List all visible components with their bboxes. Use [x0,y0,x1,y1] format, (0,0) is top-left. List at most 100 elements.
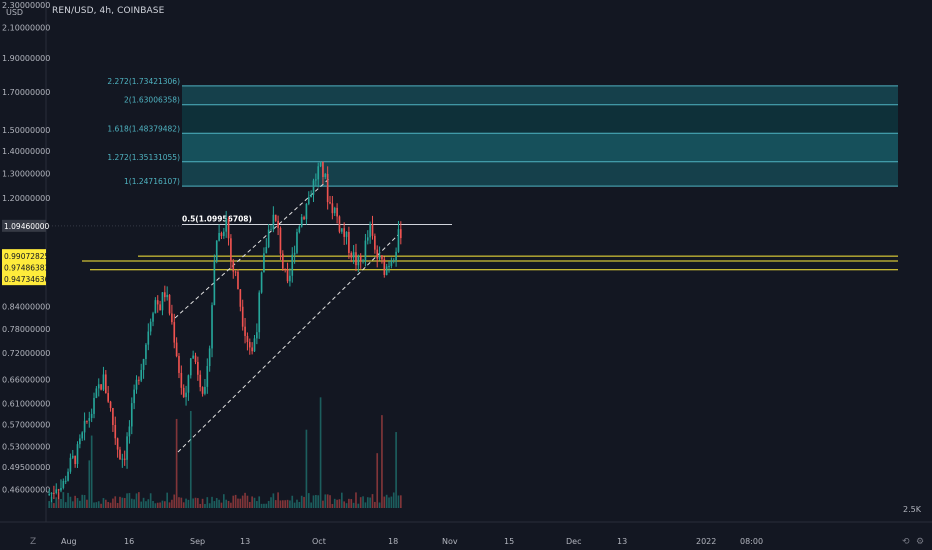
volume-bar [194,497,197,508]
candle-body [222,231,225,237]
volume-bar [319,397,322,508]
volume-bar [357,503,360,508]
candle-body [50,492,53,495]
time-tick-label: 13 [617,537,627,546]
volume-bar [182,502,185,508]
candle-body [227,218,230,239]
volume-bar [104,499,107,508]
fib-zone [182,161,898,187]
volume-bar [248,501,251,508]
zoom-reset-icon[interactable]: Z [30,537,37,547]
support-price-text: 0.99072825 [4,252,50,261]
settings-icon[interactable]: ⚙ [916,537,925,547]
auto-scale-icon[interactable]: ⟲ [902,537,910,547]
candle-body [171,313,173,323]
candle-body [355,252,357,266]
volume-bar [289,500,291,508]
volume-bar [55,497,58,508]
volume-bar [324,494,327,508]
volume-bar [270,497,272,508]
price-tick-label: 1.40000000 [2,147,50,156]
candle-body [69,457,72,472]
volume-bar [130,498,133,508]
volume-bar [126,493,128,508]
time-tick-label: 2022 [696,537,716,546]
volume-bar [241,495,244,508]
price-tick-label: 1.30000000 [2,170,50,179]
candle-body [154,300,157,314]
volume-bar [317,495,320,508]
candle-body [315,179,317,181]
volume-bar [135,493,138,508]
volume-bar [340,492,343,508]
volume-bar [109,502,112,508]
price-tick-label: 0.72000000 [2,349,50,358]
candle-body [93,397,95,414]
volume-bar [67,492,69,508]
candle-body [71,455,74,458]
candle-body [385,266,388,275]
volume-bar [166,492,169,508]
candle-body [163,292,166,298]
candle-body [152,313,154,322]
volume-bar [168,502,171,508]
volume-bar [145,501,147,508]
volume-bar [388,497,390,508]
candle-body [291,254,294,276]
candle-body [185,392,187,398]
candle-body [107,393,110,402]
volume-bar [79,500,81,508]
candle-body [204,386,206,394]
candle-body [305,203,308,220]
candle-body [142,358,145,370]
fib-zone [182,85,898,105]
candle-body [369,224,371,238]
volume-bar [392,492,395,508]
volume-bar [390,496,393,508]
volume-bar [201,498,204,508]
volume-bar [307,493,310,508]
candle-body [95,388,98,398]
current-price-badge [2,219,46,232]
candle-body [79,438,81,445]
candle-body [211,305,213,349]
candle-body [293,252,296,255]
candle-body [376,249,379,259]
candle-body [298,226,301,233]
volume-bar [352,502,355,508]
volume-bar [234,494,237,508]
time-tick-label: 15 [504,537,514,546]
candle-body [138,379,140,381]
volume-bar [48,501,51,508]
candle-body [140,369,143,381]
volume-bar [385,494,388,508]
volume-bar [93,502,95,508]
candle-body [279,227,282,254]
price-tick-label: 0.78000000 [2,325,50,334]
volume-bar [366,497,369,508]
candle-body [121,458,124,460]
candle-body [338,216,341,232]
volume-bar [265,503,268,508]
candle-body [371,224,374,236]
candle-body [161,292,164,311]
candle-body [218,232,220,241]
candle-body [116,438,119,450]
channel-upper-line [174,177,331,319]
candle-body [114,424,117,439]
candle-body [76,444,79,465]
time-tick-label: Nov [442,537,458,546]
candle-body [359,256,362,261]
volume-bar [329,495,331,508]
volume-bar [281,500,284,508]
candle-body [175,342,178,357]
candle-body [244,326,246,336]
candle-body [57,489,60,491]
volume-bar [100,503,102,508]
symbol-title[interactable]: REN/USD, 4h, COINBASE [52,6,165,16]
volume-bar [251,496,253,508]
candle-body [220,232,223,237]
volume-bar [286,499,289,508]
